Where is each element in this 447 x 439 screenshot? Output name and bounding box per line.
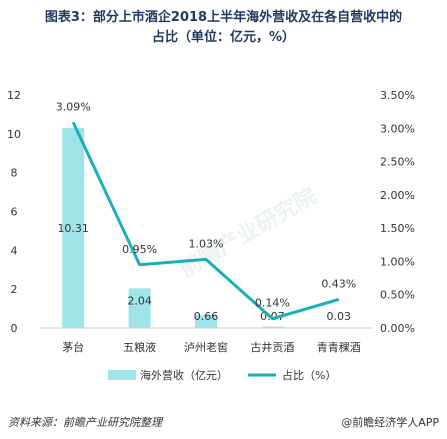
legend-label-line: 占比（%） [282,368,336,382]
bar-4 [261,326,284,328]
chart-title-line1: 图表3：部分上市酒企2018上半年海外营收及在各自营收中的 [44,10,403,25]
category-label: 泸州老窖 [184,340,228,354]
category-label: 古井贡酒 [250,340,294,354]
line-point-label: 0.95% [122,243,157,256]
right-axis-tick-label: 2.00% [380,189,415,202]
bar-2 [128,288,151,328]
left-axis-tick-label: 0 [11,322,18,335]
right-axis-tick-label: 3.50% [380,89,415,102]
line-point-label: 1.03% [189,237,224,250]
legend-swatch-bar [108,370,136,380]
category-label: 茅台 [62,340,84,354]
line-point-label: 3.09% [56,100,91,113]
right-axis-tick-label: 3.00% [380,122,415,135]
left-axis-tick-label: 12 [7,89,21,102]
legend-label-bar: 海外营收（亿元） [140,368,228,382]
left-axis-tick-label: 6 [11,206,18,219]
left-axis-tick-label: 10 [7,128,21,141]
line-point-label: 0.43% [321,277,356,290]
left-axis-tick-label: 4 [11,244,18,257]
category-label: 青青稞酒 [317,340,361,354]
line-point-label: 0.14% [255,297,290,310]
bar-value-label: 0.03 [327,310,352,323]
chart-title: 图表3：部分上市酒企2018上半年海外营收及在各自营收中的 占比（单位：亿元，%… [0,8,447,48]
bar-3 [195,315,217,328]
right-axis-tick-label: 1.00% [380,255,415,268]
bar-1 [62,127,85,328]
line-series-share [71,121,340,321]
left-axis-tick-label: 2 [11,283,18,296]
source-note: 资料来源：前瞻产业研究院整理 [8,416,162,429]
chart-title-line2: 占比（单位：亿元，%） [151,30,296,45]
bar-value-label: 2.04 [127,294,152,307]
left-axis-tick-label: 8 [11,167,18,180]
bar-value-label: 10.31 [57,222,89,235]
right-axis-tick-label: 0.00% [380,322,415,335]
brand-credit: @前瞻经济学人APP [341,416,439,429]
bar-value-label: 0.66 [194,310,219,323]
right-axis-tick-label: 1.50% [380,222,415,235]
right-axis-tick-label: 2.50% [380,156,415,169]
right-axis-tick-label: 0.50% [380,289,415,302]
category-label: 五粮液 [123,340,156,354]
